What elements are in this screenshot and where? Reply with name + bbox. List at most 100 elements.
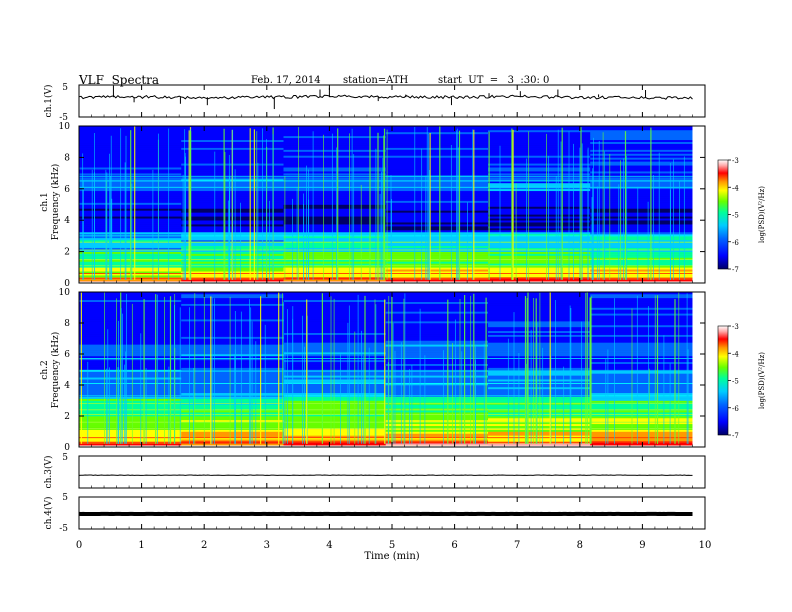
spectrogram-cell [385,375,489,378]
spectrogram-cell [590,315,693,318]
spectrogram-cell [590,352,693,355]
spectrogram-cell [79,319,182,322]
no-data-region [692,126,705,283]
spectrogram-cell [385,180,489,184]
spectrogram-cell [385,332,489,335]
spectrogram-cell [79,301,182,304]
spectrogram-cell [488,414,591,417]
spectrogram-cell [181,319,284,322]
time-tick-label: 9 [639,540,645,551]
spectrogram-cell [283,167,386,170]
spectrogram-cell [488,198,591,201]
spectrogram-cell [488,319,591,322]
spectrogram-cell [385,155,489,158]
spectrogram-cell [385,400,489,403]
spectrogram-cell [283,326,386,330]
spectrogram-cell [283,212,386,215]
spectrogram-cell [385,208,489,211]
spectrogram-cell [590,321,693,324]
spectrogram-cell [283,165,386,168]
spectrogram-cell [488,228,591,231]
spectrogram-cell [283,214,386,217]
spectrogram-cell [283,216,386,219]
freq-tick-label: 4 [64,381,70,391]
spectrogram-cell [181,301,284,304]
spectrogram-cell [488,173,591,176]
spectrogram-cell [590,326,693,330]
spectrogram-cell [181,433,284,436]
spectrogram-cell [488,392,591,395]
spectrogram-cell [181,396,284,399]
spectrogram-cell [79,365,182,368]
spectrogram-cell [385,194,489,197]
spectrogram-cell [590,373,693,376]
spectrogram-cell [488,224,591,227]
spectrogram-cell [283,334,386,337]
spectrogram-cell [590,196,693,199]
spectrogram-cell [283,346,386,349]
spectrogram-cell [590,267,693,270]
spectrogram-cell [590,222,693,225]
freq-tick-label: 2 [64,248,70,258]
spectrogram-cell [488,239,591,243]
spectrogram-cell [283,163,386,166]
spectrogram-cell [283,226,386,229]
spectrogram-cell [590,198,693,201]
spectrogram-cell [590,261,693,264]
spectrogram-cell [488,147,591,150]
spectrogram-cell [488,192,591,195]
spectrogram-cell [590,173,693,176]
spectrogram-cell [590,157,693,160]
spectrogram-cell [283,173,386,176]
spectrogram-cell [283,305,386,308]
spectrogram-cell [488,261,591,264]
spectrogram-cell [488,222,591,225]
colorbar-tick-label: -3 [732,323,739,331]
spectrogram-cell [590,259,693,262]
spectrogram-cell [385,145,489,148]
spectrogram-cell [590,429,693,432]
spectrogram-cell [590,338,693,341]
spectrogram-cell [181,336,284,339]
spectrogram-cell [79,369,182,372]
spectrogram-cell [79,412,182,415]
ch3-panel: 5 ch.3(V) [43,453,706,489]
spectrogram-cell [79,323,182,326]
spectrogram-cell [488,369,591,372]
spectrogram-cell [79,324,182,328]
spectrogram-cell [385,348,489,351]
spectrogram-cell [283,324,386,328]
spectrogram-cell [385,265,489,268]
spectrogram-cell [488,355,591,359]
spectrogram-cell [283,255,386,258]
spectrogram-cell [283,257,386,260]
spectrogram-cell [283,443,386,446]
spectrogram-cell [385,153,489,156]
spectrogram-cell [79,373,182,376]
spectrogram-cell [488,375,591,378]
spectrogram-cell [79,127,182,131]
spectrogram-cell [590,311,693,314]
spectrogram-cell [283,208,386,211]
spectrogram-cell [385,340,489,343]
spectrogram-cell [488,307,591,310]
spectrogram-cell [385,259,489,262]
spectrogram-cell [283,235,386,239]
spectrogram-cell [590,135,693,139]
spectrogram-cell [590,206,693,209]
spectrogram-cell [283,301,386,304]
spectrogram-cell [488,184,591,188]
spectrogram-cell [283,143,386,146]
spectrogram-cell [385,267,489,270]
spectrogram-cell [283,192,386,195]
spectrogram-cell [488,431,591,434]
spectrogram-cell [590,313,693,316]
spectrogram-cell [488,255,591,258]
spectrogram-cell [385,383,489,386]
spectrogram-cell [181,330,284,333]
spectrogram-cell [385,396,489,399]
spectrogram-cell [488,388,591,392]
spectrogram-cell [385,352,489,355]
spectrogram-cell [385,408,489,411]
ch1-ytick-top: 5 [62,83,68,93]
